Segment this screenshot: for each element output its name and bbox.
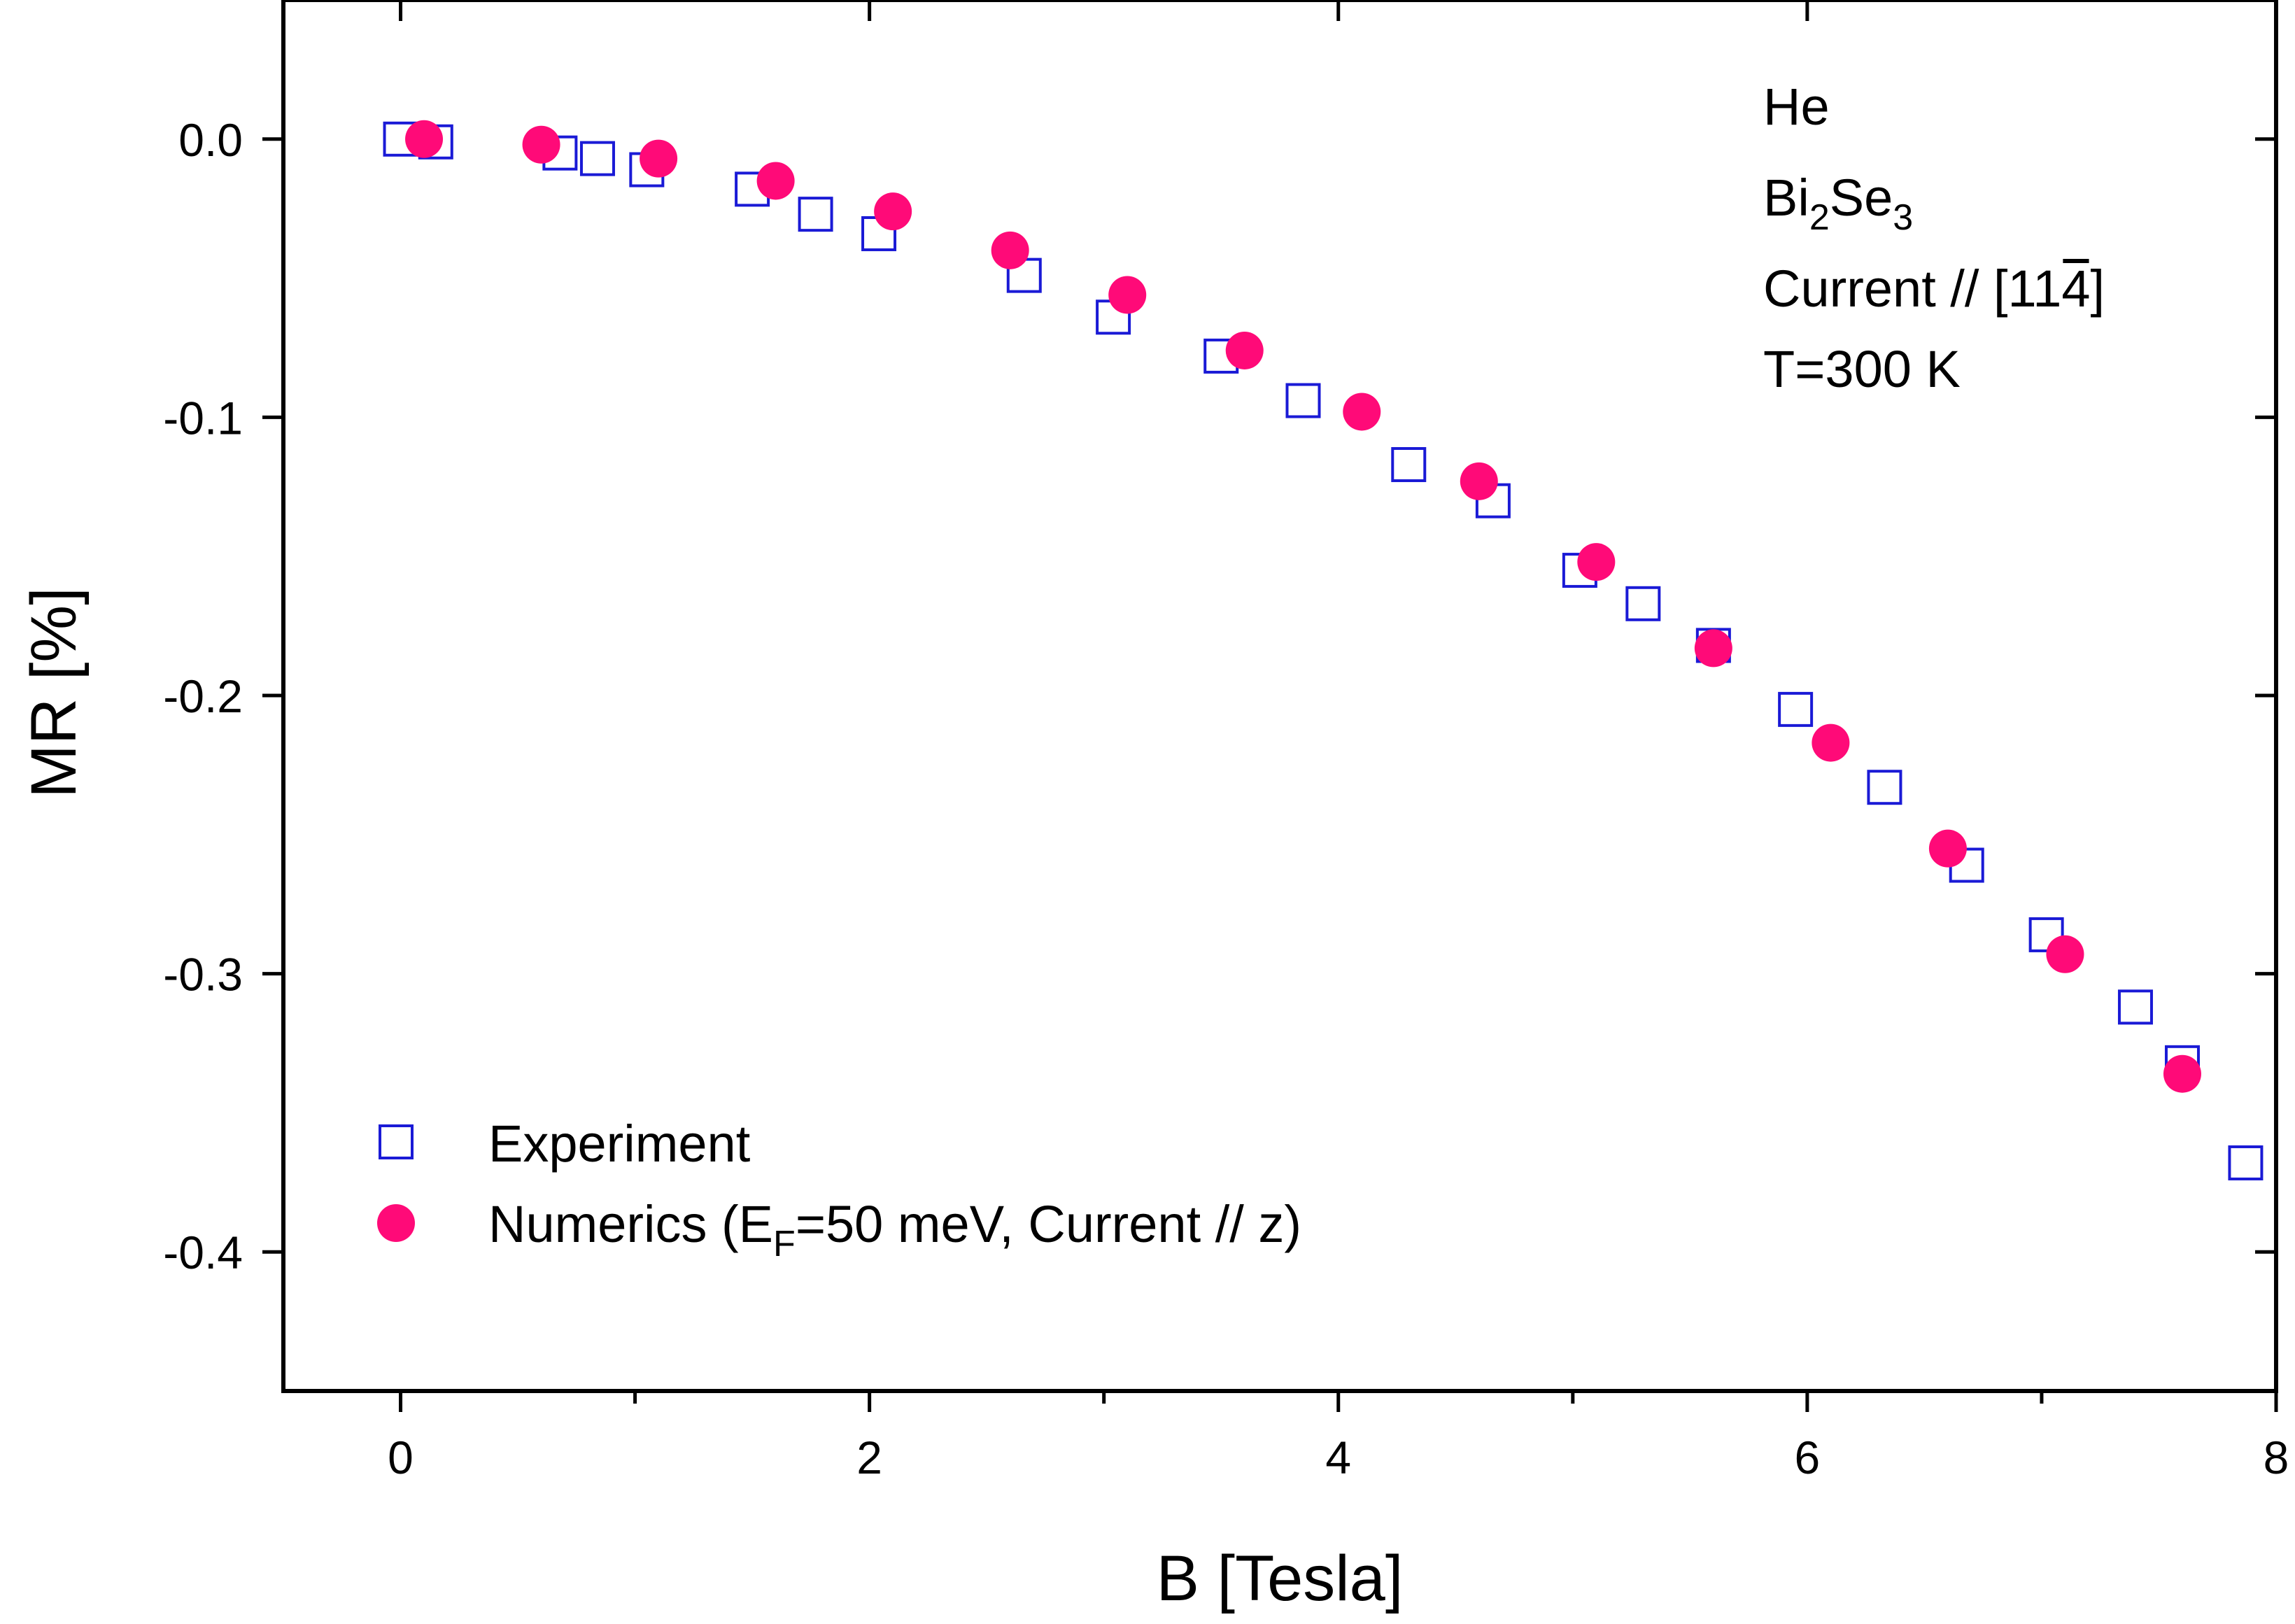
legend-label-experiment: Experiment	[488, 1115, 751, 1173]
annotation-gas: He	[1763, 78, 1830, 136]
experiment-point	[798, 197, 833, 232]
numerics-point	[991, 231, 1029, 269]
y-tick-label: -0.2	[163, 670, 243, 722]
numerics-point	[1577, 543, 1616, 581]
numerics-point	[2046, 935, 2084, 973]
series-numerics	[405, 120, 2201, 1093]
numerics-point	[640, 139, 678, 178]
annotation-block: He Bi2Se3 Current // [114] T=300 K	[1763, 78, 2105, 398]
x-tick-label: 4	[1325, 1432, 1351, 1483]
material-sub-3: 3	[1893, 197, 1913, 238]
material-sub-2: 2	[1809, 197, 1830, 238]
numerics-point	[874, 192, 912, 231]
y-tick-label: -0.4	[163, 1227, 243, 1278]
y-tick-label: 0.0	[178, 114, 243, 166]
experiment-point	[2228, 1145, 2264, 1180]
current-suffix: ]	[2091, 260, 2105, 318]
annotation-material: Bi2Se3	[1763, 169, 1913, 238]
x-tick-label: 6	[1795, 1432, 1821, 1483]
current-bar-digit: 4	[2061, 260, 2090, 318]
x-tick-labels: 0 2 4 6 8	[388, 1432, 2289, 1483]
experiment-point	[579, 141, 615, 176]
x-tick-label: 2	[856, 1432, 882, 1483]
y-axis-title: MR [%]	[18, 587, 90, 798]
numerics-point	[1225, 331, 1264, 369]
experiment-point	[2117, 989, 2153, 1025]
y-tick-label: -0.1	[163, 392, 243, 444]
legend-label-numerics: Numerics (EF=50 meV, Current // z)	[488, 1195, 1301, 1264]
experiment-point	[1867, 770, 1902, 805]
annotation-current-direction: Current // [114]	[1763, 260, 2105, 318]
annotation-temperature: T=300 K	[1763, 340, 1961, 398]
numerics-point	[1108, 276, 1147, 314]
numerics-point	[522, 125, 560, 164]
numerics-prefix: Numerics (E	[488, 1195, 773, 1253]
y-tick-label: -0.3	[163, 949, 243, 1001]
current-prefix: Current // [11	[1763, 260, 2061, 318]
x-tick-label: 0	[388, 1432, 414, 1483]
experiment-point	[1778, 691, 1814, 727]
experiment-point	[1625, 586, 1661, 621]
numerics-point	[756, 162, 795, 200]
x-axis-title: B [Tesla]	[1157, 1543, 1404, 1614]
axis-ticks	[262, 0, 2278, 1412]
y-tick-labels: 0.0 -0.1 -0.2 -0.3 -0.4	[163, 114, 243, 1278]
legend: Experiment Numerics (EF=50 meV, Current …	[377, 1115, 1301, 1264]
material-bi: Bi	[1763, 169, 1809, 227]
material-se: Se	[1830, 169, 1893, 227]
numerics-suffix: =50 meV, Current // z)	[796, 1195, 1301, 1253]
plot-frame	[281, 0, 2278, 1393]
numerics-point	[1343, 393, 1381, 431]
numerics-point	[405, 120, 444, 158]
numerics-sub-f: F	[773, 1224, 796, 1264]
numerics-point	[1694, 629, 1732, 668]
legend-marker-numerics	[377, 1204, 415, 1242]
numerics-point	[1460, 462, 1498, 500]
experiment-point	[2028, 917, 2064, 952]
experiment-point	[1285, 383, 1321, 418]
numerics-point	[2163, 1054, 2201, 1093]
numerics-point	[1928, 829, 1967, 868]
experiment-point	[1391, 446, 1427, 482]
x-tick-label: 8	[2264, 1432, 2289, 1483]
numerics-point	[1812, 723, 1850, 762]
legend-marker-experiment	[379, 1124, 414, 1159]
